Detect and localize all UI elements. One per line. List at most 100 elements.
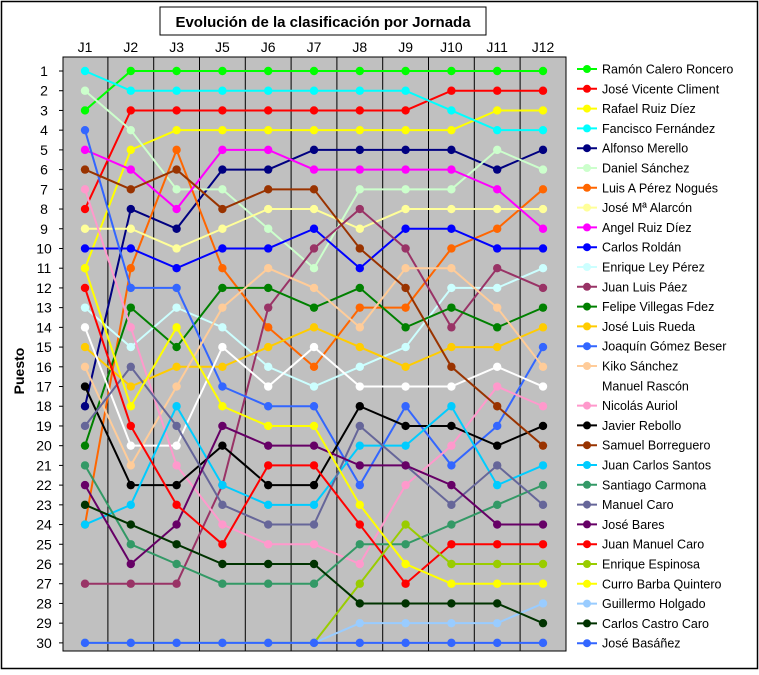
data-point <box>218 145 227 155</box>
data-point <box>309 342 319 352</box>
y-tick-label: 29 <box>36 615 52 631</box>
legend-label: Alfonso Merello <box>602 142 688 156</box>
data-point <box>493 618 502 628</box>
data-point <box>447 500 456 510</box>
data-point <box>126 165 135 174</box>
series-13 <box>80 283 548 450</box>
data-point <box>126 421 135 431</box>
data-point <box>401 106 410 115</box>
data-point <box>172 106 181 115</box>
legend-item: Rafael Ruiz Díez <box>577 102 696 116</box>
data-point <box>309 185 319 194</box>
legend-swatch-marker <box>583 144 591 153</box>
x-tick-label: J1 <box>78 39 93 55</box>
legend-swatch-marker <box>583 461 591 469</box>
data-point <box>401 323 410 332</box>
legend-swatch-marker <box>583 243 591 252</box>
data-point <box>172 66 181 76</box>
legend-label: Ramón Calero Roncero <box>602 63 733 77</box>
data-point <box>447 599 456 608</box>
data-point <box>493 559 502 569</box>
data-point <box>80 244 90 253</box>
data-point <box>80 264 90 273</box>
data-point <box>126 638 135 648</box>
data-point <box>447 204 456 214</box>
data-point <box>447 106 456 115</box>
legend-item: Carlos Castro Caro <box>577 617 709 631</box>
legend-label: José Luis Rueda <box>602 320 695 334</box>
series-1 <box>80 66 548 115</box>
data-point <box>126 500 135 510</box>
data-point <box>218 402 227 411</box>
data-point <box>218 579 227 588</box>
y-tick-label: 25 <box>36 536 52 552</box>
legend-item: Nicolás Auriol <box>577 399 678 413</box>
data-point <box>172 402 181 411</box>
legend-swatch-marker <box>583 104 591 113</box>
data-point <box>493 520 502 529</box>
legend-swatch-marker <box>583 302 591 311</box>
data-point <box>218 303 227 312</box>
data-point <box>493 323 502 332</box>
data-point <box>538 145 548 155</box>
data-point <box>218 244 227 253</box>
data-point <box>172 224 181 233</box>
data-point <box>401 520 410 529</box>
data-point <box>80 185 90 194</box>
data-point <box>80 638 90 648</box>
data-point <box>355 66 364 76</box>
data-point <box>126 382 135 391</box>
data-point <box>80 204 90 214</box>
data-point <box>493 224 502 233</box>
legend-swatch-marker <box>583 203 591 212</box>
data-point <box>447 244 456 253</box>
data-point <box>172 480 181 490</box>
data-point <box>264 362 273 371</box>
data-point <box>172 323 181 332</box>
series-14 <box>80 323 548 391</box>
legend-swatch-marker <box>583 183 591 192</box>
data-point <box>264 145 273 155</box>
x-tick-label: J9 <box>398 39 413 55</box>
data-point <box>355 342 364 352</box>
data-point <box>172 638 181 648</box>
data-point <box>493 599 502 608</box>
data-point <box>493 125 502 135</box>
legend-label: Javier Rebollo <box>602 419 681 433</box>
data-point <box>126 480 135 490</box>
data-point <box>447 579 456 588</box>
data-point <box>355 382 364 391</box>
y-tick-label: 24 <box>36 517 52 533</box>
data-point <box>401 421 410 431</box>
series-29 <box>80 500 548 628</box>
legend-item: Carlos Roldán <box>577 241 681 255</box>
data-point <box>172 500 181 510</box>
data-point <box>538 323 548 332</box>
plot-area: J1 J2 J3 J5 J6 J7 J8 J9 J10 J11 J12123456789101112… <box>36 39 567 652</box>
y-tick-label: 4 <box>40 122 48 138</box>
x-tick-label: J6 <box>261 39 276 55</box>
y-tick-label: 6 <box>40 162 48 178</box>
data-point <box>538 264 548 273</box>
data-point <box>538 559 548 569</box>
y-tick-label: 7 <box>40 181 48 197</box>
data-point <box>447 480 456 490</box>
series-21 <box>80 402 548 529</box>
legend-swatch-marker <box>583 164 591 172</box>
data-point <box>447 283 456 293</box>
data-point <box>538 599 548 608</box>
data-point <box>538 224 548 233</box>
legend-item: Manuel Caro <box>577 498 674 512</box>
data-point <box>218 66 227 76</box>
data-point <box>172 421 181 431</box>
data-point <box>264 303 273 312</box>
data-point <box>493 86 502 95</box>
series-12 <box>80 204 548 588</box>
data-point <box>401 618 410 628</box>
y-tick-label: 13 <box>36 300 52 316</box>
data-point <box>309 224 319 233</box>
data-point <box>401 559 410 569</box>
data-point <box>401 264 410 273</box>
y-tick-label: 11 <box>37 260 52 276</box>
legend-label: Rafael Ruiz Díez <box>602 102 696 116</box>
